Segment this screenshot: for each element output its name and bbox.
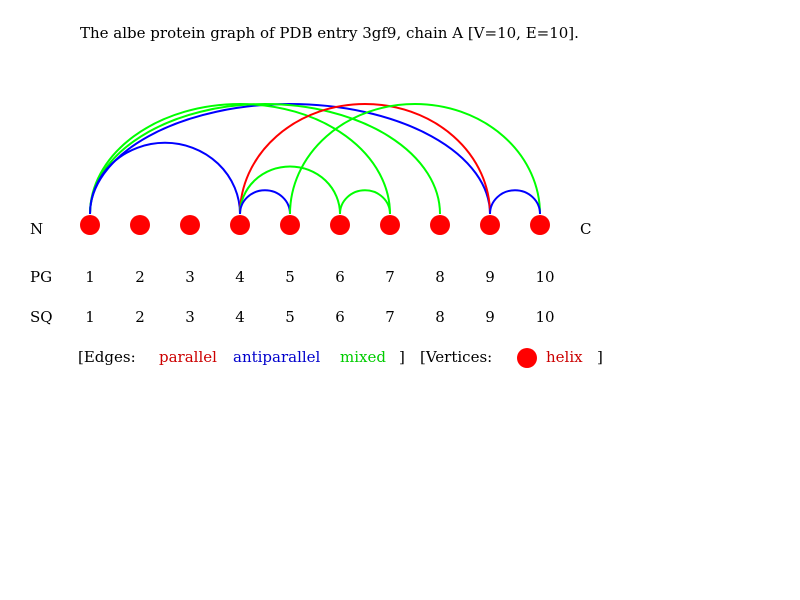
edge-antiparallel-4-5 <box>239 189 291 215</box>
edge-mixed-1-8 <box>89 103 441 215</box>
edge-antiparallel-9-10 <box>489 189 541 215</box>
pg-index-4: 4 <box>235 268 245 286</box>
legend-mixed: mixed <box>340 348 386 366</box>
vertex-1 <box>80 215 100 235</box>
sq-index-6: 6 <box>335 308 345 326</box>
sq-index-4: 4 <box>235 308 245 326</box>
pg-index-9: 9 <box>485 268 495 286</box>
vertex-7 <box>380 215 400 235</box>
vertex-10 <box>530 215 550 235</box>
sq-index-3: 3 <box>185 308 195 326</box>
n-terminus-label: N <box>30 220 44 238</box>
edge-mixed-4-6 <box>239 165 341 215</box>
legend-helix: helix <box>546 348 583 366</box>
legend-antiparallel: antiparallel <box>233 348 321 366</box>
graph-title: The albe protein graph of PDB entry 3gf9… <box>80 24 579 42</box>
edge-antiparallel-1-4 <box>89 141 241 215</box>
sq-index-2: 2 <box>135 308 145 326</box>
c-terminus-label: C <box>580 220 592 238</box>
sq-index-7: 7 <box>385 308 395 326</box>
edge-mixed-6-7 <box>339 189 391 215</box>
pg-index-2: 2 <box>135 268 145 286</box>
vertex-8 <box>430 215 450 235</box>
sq-row-label: SQ <box>30 308 53 326</box>
edge-mixed-5-10 <box>289 103 541 215</box>
pg-index-3: 3 <box>185 268 195 286</box>
edge-parallel-4-9 <box>239 103 491 215</box>
legend-edges-open: [Edges: <box>78 348 136 366</box>
pg-index-8: 8 <box>435 268 445 286</box>
pg-index-6: 6 <box>335 268 345 286</box>
pg-index-5: 5 <box>285 268 295 286</box>
sq-index-5: 5 <box>285 308 295 326</box>
pg-index-1: 1 <box>85 268 95 286</box>
pg-index-7: 7 <box>385 268 395 286</box>
vertex-5 <box>280 215 300 235</box>
vertex-4 <box>230 215 250 235</box>
edge-mixed-1-7 <box>89 103 391 215</box>
legend-parallel: parallel <box>159 348 217 366</box>
legend-vertices-close: ] <box>597 348 603 366</box>
vertex-9 <box>480 215 500 235</box>
vertex-6 <box>330 215 350 235</box>
legend-helix-vertex-icon <box>517 348 537 368</box>
sq-index-10: 10 <box>535 308 555 326</box>
pg-index-10: 10 <box>535 268 555 286</box>
legend-vertices-open: [Vertices: <box>420 348 493 366</box>
vertex-2 <box>130 215 150 235</box>
sq-index-9: 9 <box>485 308 495 326</box>
legend-edges-close: ] <box>399 348 405 366</box>
pg-row-label: PG <box>30 268 53 286</box>
sq-index-1: 1 <box>85 308 95 326</box>
sq-index-8: 8 <box>435 308 445 326</box>
vertex-3 <box>180 215 200 235</box>
